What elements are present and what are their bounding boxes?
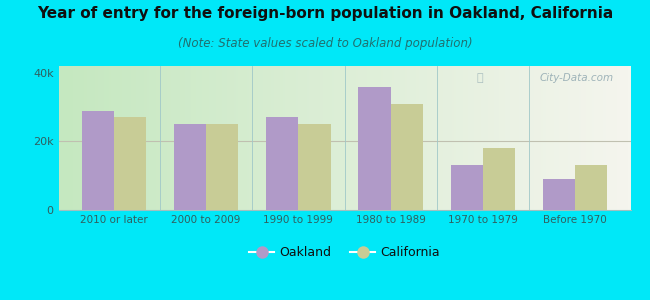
Bar (483, 148, 515, 210)
Bar (575, 165, 608, 210)
Legend: Oakland, California: Oakland, California (244, 241, 445, 264)
Bar (206, 124, 239, 210)
Bar (450, 165, 483, 210)
Bar (391, 104, 423, 210)
Bar (266, 117, 298, 210)
Bar (174, 124, 206, 210)
Bar (114, 117, 146, 210)
Bar (298, 124, 331, 210)
Text: ⓘ: ⓘ (476, 73, 483, 83)
Bar (543, 179, 575, 210)
Bar (358, 87, 391, 210)
Bar (81, 111, 114, 210)
Text: Year of entry for the foreign-born population in Oakland, California: Year of entry for the foreign-born popul… (37, 6, 613, 21)
Text: City-Data.com: City-Data.com (540, 73, 614, 83)
Text: (Note: State values scaled to Oakland population): (Note: State values scaled to Oakland po… (177, 38, 473, 50)
